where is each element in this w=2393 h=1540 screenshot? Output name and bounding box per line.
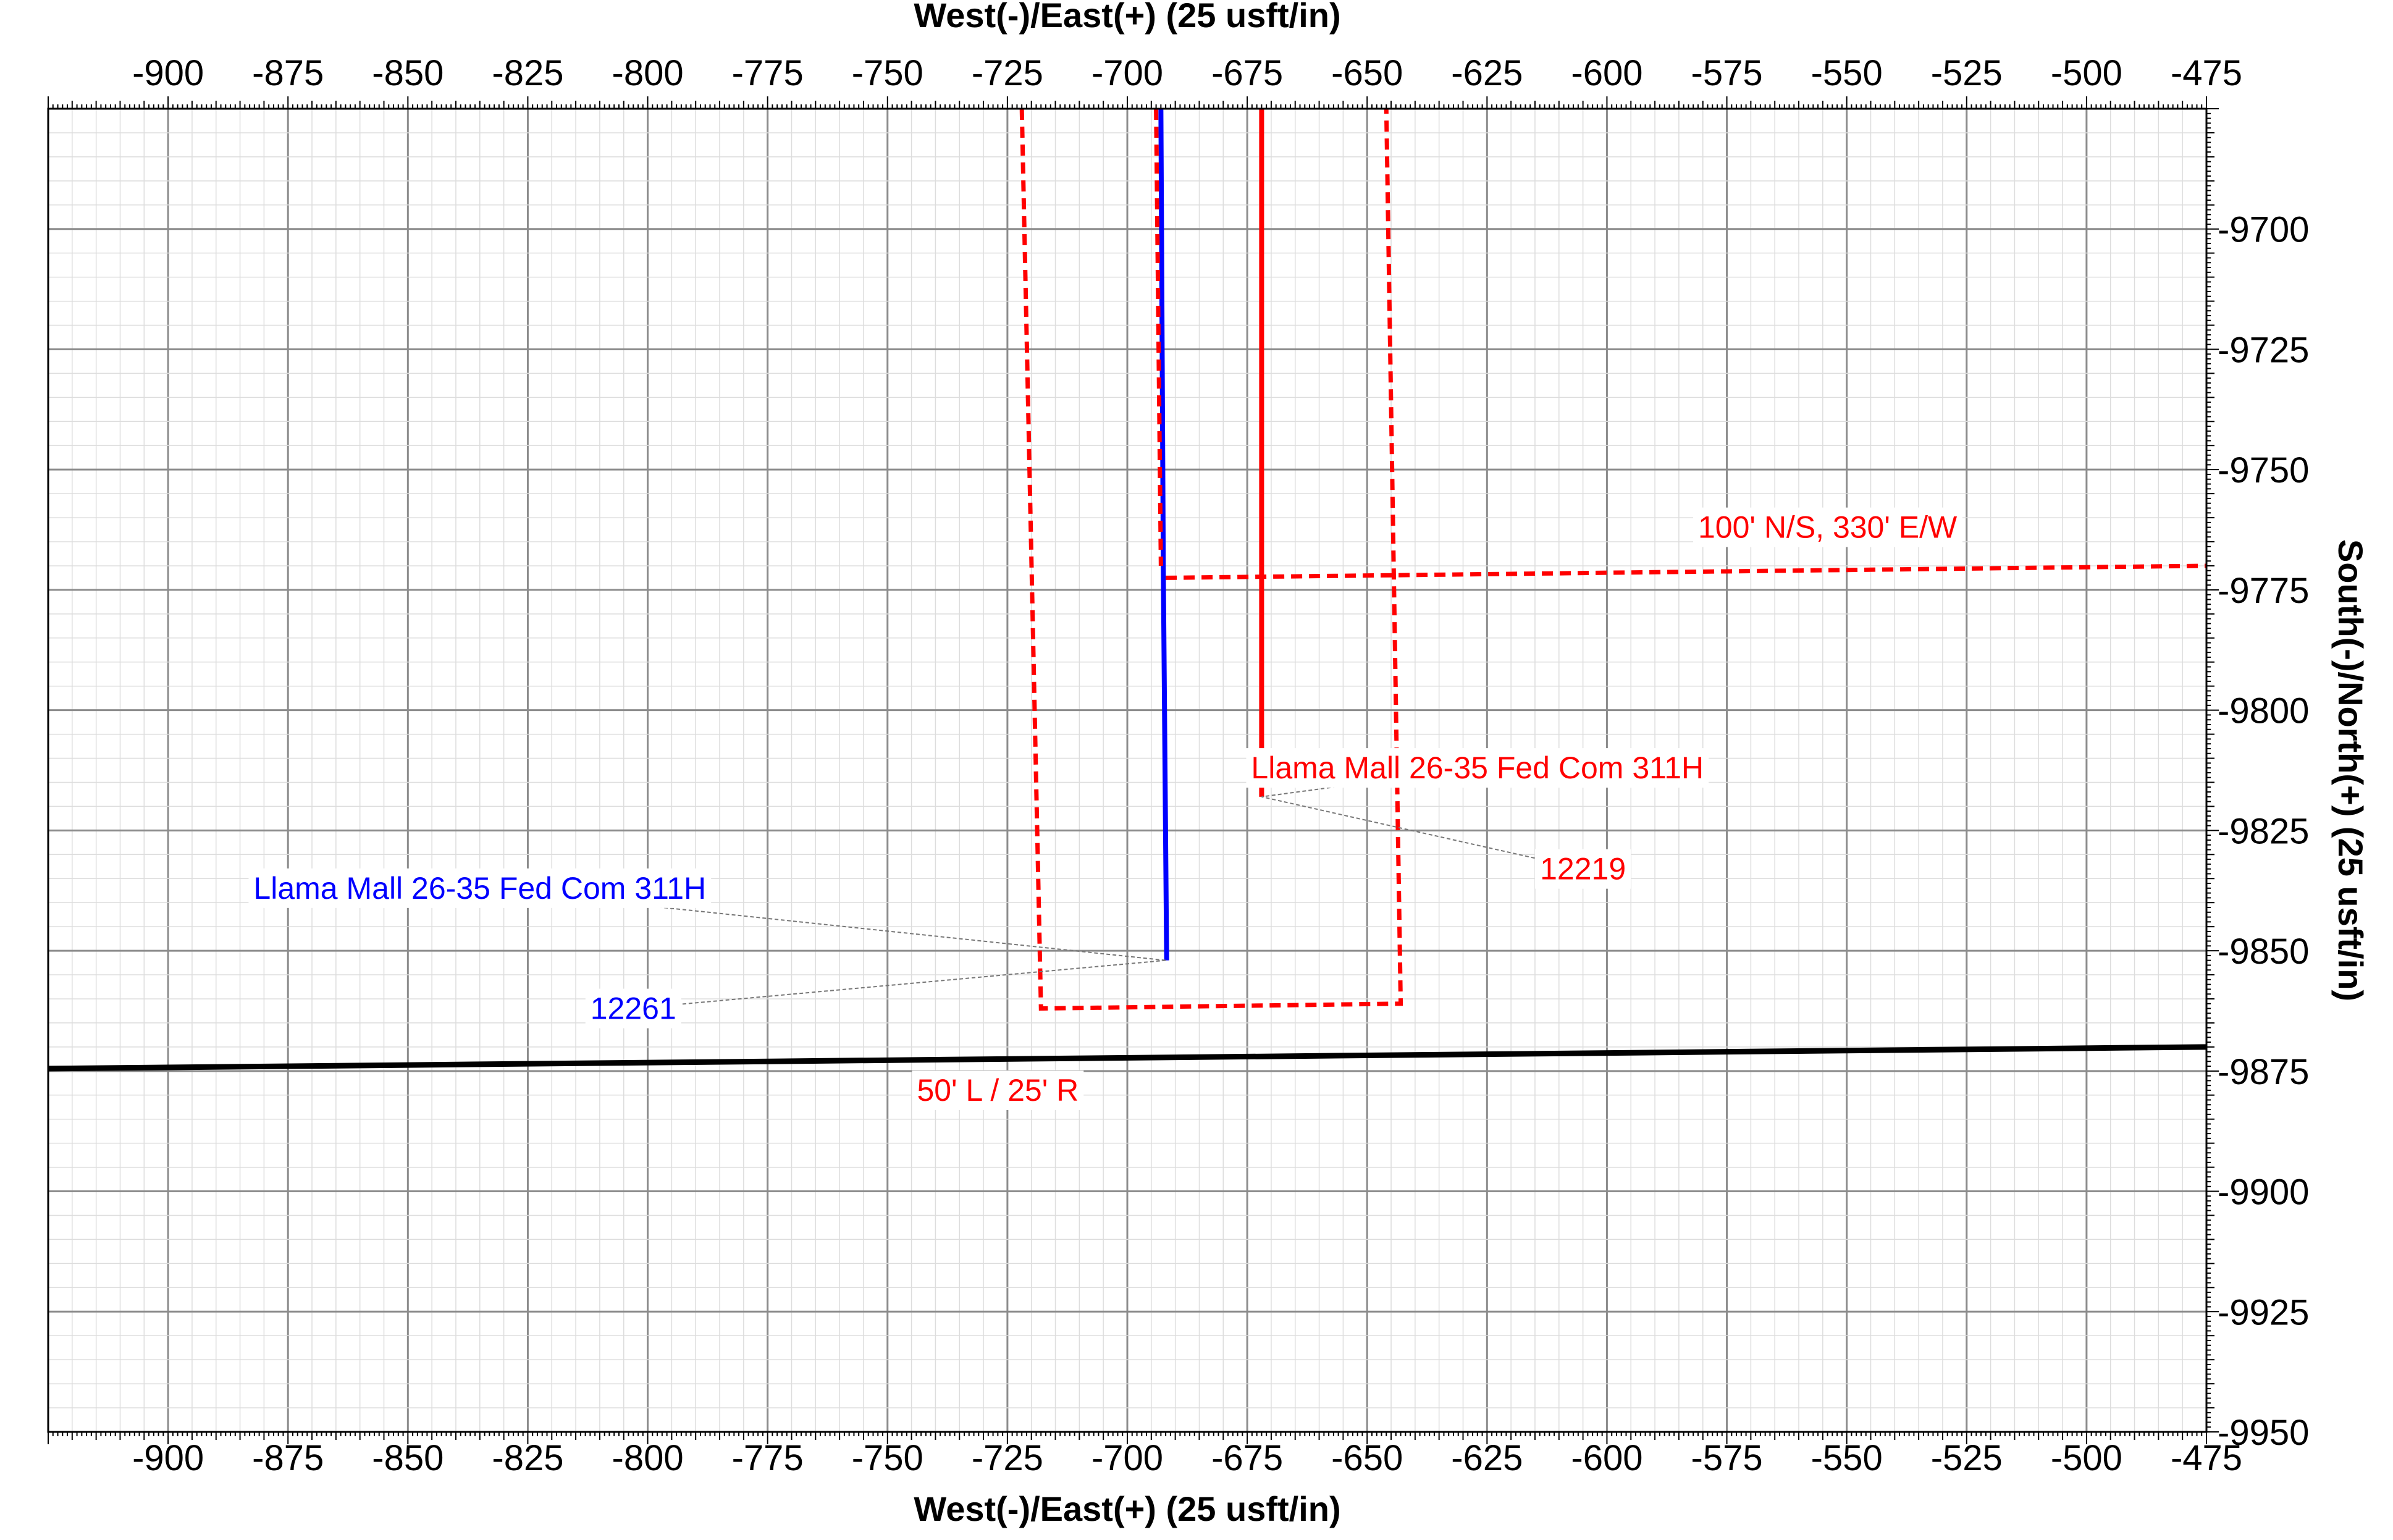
- x-axis-title-top: West(-)/East(+) (25 usft/in): [914, 0, 1340, 35]
- x-tick-label-bottom: -725: [972, 1438, 1043, 1478]
- x-tick-label-top: -825: [492, 53, 563, 93]
- y-tick-label: -9825: [2218, 811, 2309, 851]
- y-tick-label: -9925: [2218, 1292, 2309, 1332]
- x-tick-label-top: -700: [1091, 53, 1163, 93]
- x-tick-label-bottom: -600: [1571, 1438, 1642, 1478]
- y-tick-label: -9850: [2218, 932, 2309, 972]
- annotation-background: [1693, 507, 1963, 547]
- x-tick-label-bottom: -875: [252, 1438, 324, 1478]
- x-tick-label-bottom: -575: [1691, 1438, 1763, 1478]
- annotation-actual-name: Llama Mall 26-35 Fed Com 311H: [253, 871, 706, 906]
- annotation-setback-label: 50' L / 25' R: [917, 1073, 1079, 1108]
- x-tick-label-top: -850: [372, 53, 444, 93]
- leader-line-planned-name: [1261, 767, 1478, 797]
- annotation-background: [1535, 849, 1631, 889]
- annotation-background: [912, 1070, 1084, 1110]
- x-tick-label-top: -650: [1331, 53, 1403, 93]
- x-tick-label-bottom: -800: [612, 1438, 684, 1478]
- y-tick-label: -9875: [2218, 1052, 2309, 1092]
- y-tick-label: -9725: [2218, 330, 2309, 370]
- x-tick-label-top: -625: [1451, 53, 1523, 93]
- x-tick-label-bottom: -500: [2051, 1438, 2122, 1478]
- x-tick-label-bottom: -525: [1931, 1438, 2003, 1478]
- x-tick-label-bottom: -650: [1331, 1438, 1403, 1478]
- annotation-layer: Llama Mall 26-35 Fed Com 311H 12219 Llama …: [248, 507, 1963, 1110]
- series-actual: [1158, 108, 1169, 961]
- x-tick-label-top: -800: [612, 53, 684, 93]
- annotation-background: [585, 988, 681, 1029]
- x-tick-label-bottom: -900: [132, 1438, 204, 1478]
- x-tick-label-top: -900: [132, 53, 204, 93]
- leader-line-actual-name: [479, 887, 1166, 961]
- series-inner-dashed: [1154, 108, 1163, 566]
- annotation-background: [248, 868, 712, 908]
- y-tick-label: -9775: [2218, 571, 2309, 611]
- y-axis-title: South(-)/North(+) (25 usft/in): [2331, 539, 2370, 1001]
- x-tick-label-top: -875: [252, 53, 324, 93]
- axes: West(-)/East(+) (25 usft/in) West(-)/Eas…: [47, 0, 2370, 1528]
- annotation-actual-md: 12261: [591, 991, 676, 1026]
- y-tick-label: -9750: [2218, 450, 2309, 490]
- x-tick-label-top: -600: [1571, 53, 1642, 93]
- annotation-planned-md: 12219: [1540, 852, 1626, 886]
- x-tick-label-top: -500: [2051, 53, 2122, 93]
- leader-line-actual-md: [633, 959, 1166, 1009]
- y-tick-label: -9800: [2218, 691, 2309, 731]
- x-tick-label-top: -750: [852, 53, 923, 93]
- series-hardline: [1166, 563, 2207, 580]
- series-layer: [48, 108, 2207, 1072]
- x-tick-label-top: -525: [1931, 53, 2003, 93]
- series-setback-box: [1019, 108, 1403, 1011]
- x-tick-label-top: -725: [972, 53, 1043, 93]
- y-tick-label: -9700: [2218, 210, 2309, 250]
- y-tick-label: -9950: [2218, 1413, 2309, 1453]
- x-tick-label-bottom: -625: [1451, 1438, 1523, 1478]
- x-axis-title-bottom: West(-)/East(+) (25 usft/in): [914, 1489, 1340, 1528]
- x-tick-label-bottom: -850: [372, 1438, 444, 1478]
- x-tick-label-top: -675: [1211, 53, 1283, 93]
- x-tick-label-bottom: -675: [1211, 1438, 1283, 1478]
- grid: [47, 107, 2208, 1433]
- annotation-background: [1246, 748, 1709, 788]
- x-tick-label-bottom: -475: [2171, 1438, 2242, 1478]
- x-tick-label-bottom: -700: [1091, 1438, 1163, 1478]
- x-tick-label-top: -575: [1691, 53, 1763, 93]
- x-tick-label-bottom: -775: [732, 1438, 804, 1478]
- x-tick-label-top: -775: [732, 53, 804, 93]
- x-tick-label-bottom: -550: [1811, 1438, 1883, 1478]
- x-tick-label-top: -550: [1811, 53, 1883, 93]
- x-tick-label-bottom: -750: [852, 1438, 923, 1478]
- x-tick-label-bottom: -825: [492, 1438, 563, 1478]
- series-lease-boundary: [48, 1044, 2207, 1072]
- annotation-planned-name: Llama Mall 26-35 Fed Com 311H: [1251, 751, 1704, 785]
- y-tick-label: -9900: [2218, 1172, 2309, 1213]
- x-tick-label-top: -475: [2171, 53, 2242, 93]
- annotation-hardline-label: 100' N/S, 330' E/W: [1698, 510, 1958, 545]
- leader-line-planned-md: [1261, 796, 1583, 870]
